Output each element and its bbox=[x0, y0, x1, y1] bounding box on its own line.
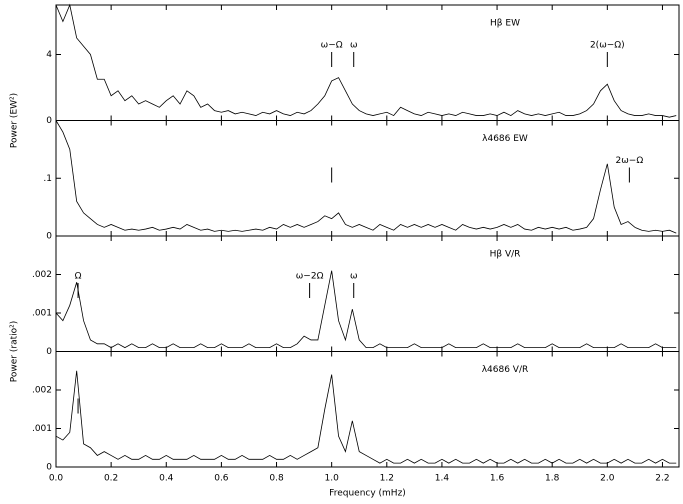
panel-title: λ4686 EW bbox=[482, 134, 528, 144]
annotation: ω−2Ω bbox=[296, 272, 324, 282]
x-tick-label: 1.8 bbox=[545, 474, 560, 484]
annotation: 2ω−Ω bbox=[616, 156, 644, 166]
spectrum-line bbox=[55, 120, 677, 234]
y-tick-label: .1 bbox=[43, 174, 52, 184]
panel-title: Hβ V/R bbox=[490, 250, 521, 260]
x-tick-label: 0.0 bbox=[49, 474, 64, 484]
y-tick-label: 4 bbox=[46, 50, 52, 60]
y-tick-label: 0 bbox=[46, 463, 52, 473]
panel-title: λ4686 V/R bbox=[482, 365, 529, 375]
x-tick-label: 0.8 bbox=[269, 474, 284, 484]
x-tick-label: 2.2 bbox=[655, 474, 669, 484]
y-tick-label: 0 bbox=[46, 116, 52, 126]
spectrum-line bbox=[55, 370, 677, 464]
panel-title: Hβ EW bbox=[490, 19, 520, 29]
annotation: Ω bbox=[75, 272, 82, 282]
y-axis-label: Power (ratio²) bbox=[10, 321, 20, 382]
annotation: ω bbox=[350, 41, 358, 51]
y-tick-label: .002 bbox=[32, 270, 52, 280]
x-tick-label: 2.0 bbox=[600, 474, 615, 484]
x-tick-label: 1.2 bbox=[380, 474, 394, 484]
y-tick-label: .001 bbox=[32, 424, 52, 434]
y-tick-label: .002 bbox=[32, 386, 52, 396]
annotation: 2(ω−Ω) bbox=[590, 41, 625, 51]
annotation: ω−Ω bbox=[321, 41, 343, 51]
x-tick-label: 1.6 bbox=[490, 474, 505, 484]
x-axis-label: Frequency (mHz) bbox=[329, 489, 406, 499]
spectrum-line bbox=[55, 3, 677, 118]
x-tick-label: 1.4 bbox=[435, 474, 450, 484]
x-tick-label: 0.6 bbox=[214, 474, 229, 484]
panel-frame bbox=[55, 4, 680, 121]
y-tick-label: .001 bbox=[32, 309, 52, 319]
spectrum-line bbox=[55, 270, 677, 349]
annotation: ω bbox=[350, 272, 358, 282]
panel-frame bbox=[55, 120, 680, 237]
y-tick-label: 0 bbox=[46, 347, 52, 357]
y-tick-label: 0 bbox=[46, 232, 52, 242]
x-tick-label: 0.2 bbox=[104, 474, 118, 484]
y-axis-label: Power (EW²) bbox=[10, 93, 20, 148]
panel-frame bbox=[55, 351, 680, 468]
x-tick-label: 1.0 bbox=[324, 474, 339, 484]
panel-frame bbox=[55, 235, 680, 352]
x-tick-label: 0.4 bbox=[159, 474, 174, 484]
